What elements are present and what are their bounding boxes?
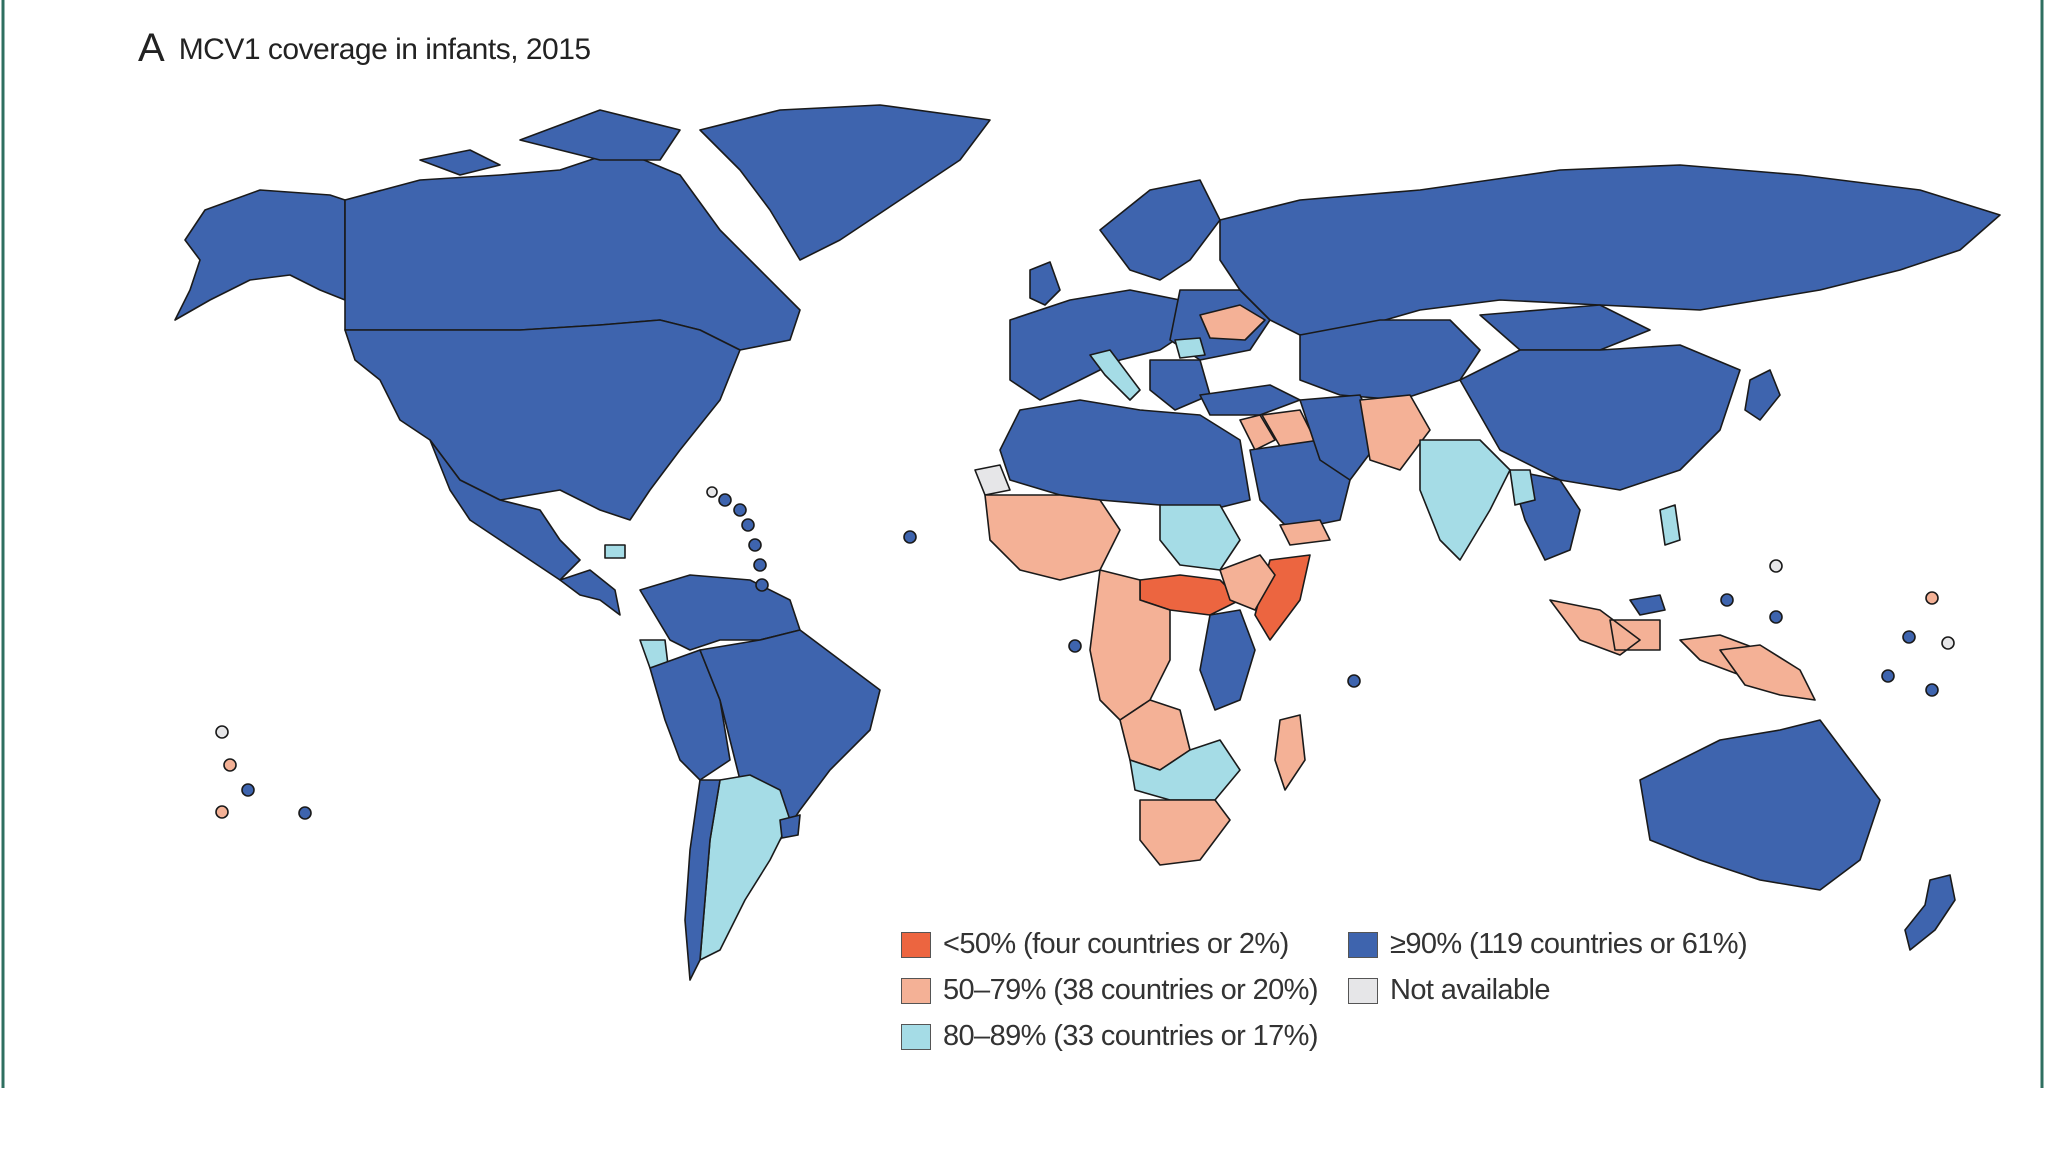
legend-label-50-79: 50–79% (38 countries or 20%) — [943, 974, 1319, 1006]
island-marker — [741, 518, 755, 532]
region-canada-islands — [419, 109, 681, 176]
region-balkans — [1149, 359, 1211, 411]
island-marker — [1068, 639, 1082, 653]
region-new-zealand — [1904, 874, 1956, 951]
island-marker — [1941, 636, 1955, 650]
region-madagascar — [1274, 714, 1306, 791]
region-yemen — [1279, 519, 1331, 546]
island-marker — [1720, 593, 1734, 607]
island-marker — [748, 538, 762, 552]
region-scandinavia — [1099, 179, 1221, 281]
region-indonesia — [1549, 599, 1781, 681]
island-marker — [1902, 630, 1916, 644]
legend-item-lt50: <50% (four countries or 2%) — [901, 928, 1289, 961]
region-southern-africa — [1129, 739, 1241, 801]
region-usa — [344, 319, 741, 521]
region-west-europe — [1009, 289, 1191, 401]
region-philippines — [1659, 504, 1681, 546]
legend-swatch-lt50 — [901, 931, 931, 958]
legend-label-lt50: <50% (four countries or 2%) — [943, 928, 1289, 960]
region-russia — [1219, 164, 2001, 336]
figure-title: A MCV1 coverage in infants, 2015 — [138, 26, 591, 71]
region-central-africa — [1089, 569, 1171, 721]
region-ethiopia — [1219, 554, 1276, 611]
region-india — [1419, 439, 1511, 561]
island-marker — [1925, 683, 1939, 697]
region-canada — [344, 149, 801, 351]
region-alaska — [174, 189, 346, 321]
region-australia — [1639, 719, 1881, 891]
legend-swatch-80-89 — [901, 1023, 931, 1050]
region-mongolia — [1479, 304, 1651, 351]
region-north-africa — [999, 399, 1251, 511]
region-afghanistan-pakistan — [1359, 394, 1431, 471]
island-marker — [733, 503, 747, 517]
region-japan — [1744, 369, 1781, 421]
region-turkey — [1199, 384, 1301, 416]
island-marker — [1769, 559, 1783, 573]
island-marker — [1925, 591, 1939, 605]
region-south-africa — [1139, 799, 1231, 866]
legend-label-80-89: 80–89% (33 countries or 17%) — [943, 1020, 1319, 1052]
region-levant — [1239, 414, 1276, 451]
region-greenland — [699, 104, 991, 261]
region-east-africa — [1199, 609, 1256, 711]
island-marker — [215, 725, 229, 739]
island-marker — [1347, 674, 1361, 688]
legend-swatch-50-79 — [901, 977, 931, 1004]
legend-item-na: Not available — [1348, 974, 1550, 1007]
region-uruguay — [779, 814, 801, 839]
region-sahel-west — [984, 494, 1121, 581]
island-marker — [241, 783, 255, 797]
region-italy — [1089, 349, 1141, 401]
island-marker — [903, 530, 917, 544]
island-marker — [706, 486, 718, 498]
region-iran — [1299, 394, 1381, 481]
region-central-america-light — [604, 544, 626, 559]
region-papua — [1719, 644, 1816, 701]
island-marker — [215, 805, 229, 819]
island-marker — [753, 558, 767, 572]
region-mexico — [429, 439, 581, 581]
region-central-america — [559, 569, 621, 616]
legend-item-ge90: ≥90% (119 countries or 61%) — [1348, 928, 1748, 961]
island-marker — [1769, 610, 1783, 624]
region-romania — [1174, 337, 1206, 359]
region-myanmar — [1509, 469, 1536, 506]
map-regions — [174, 104, 2001, 981]
region-western-sahara — [974, 464, 1011, 496]
legend-label-ge90: ≥90% (119 countries or 61%) — [1390, 928, 1748, 960]
region-chile — [684, 779, 721, 981]
panel-label: A — [138, 26, 165, 70]
region-central-asia — [1299, 319, 1481, 401]
island-marker — [223, 758, 237, 772]
legend-item-80-89: 80–89% (33 countries or 17%) — [901, 1020, 1319, 1053]
map-title: MCV1 coverage in infants, 2015 — [178, 33, 591, 66]
legend-swatch-ge90 — [1348, 931, 1378, 958]
island-marker — [298, 806, 312, 820]
region-sudan — [1159, 504, 1241, 571]
island-marker — [755, 578, 769, 592]
region-china — [1459, 344, 1741, 491]
legend-swatch-na — [1348, 977, 1378, 1004]
island-marker — [1881, 669, 1895, 683]
legend-item-50-79: 50–79% (38 countries or 20%) — [901, 974, 1319, 1007]
island-marker — [718, 493, 732, 507]
region-ukraine — [1199, 304, 1266, 341]
legend-label-na: Not available — [1390, 974, 1550, 1006]
region-malaysia — [1629, 594, 1666, 616]
island-markers — [215, 486, 1955, 820]
region-uk — [1029, 261, 1061, 306]
